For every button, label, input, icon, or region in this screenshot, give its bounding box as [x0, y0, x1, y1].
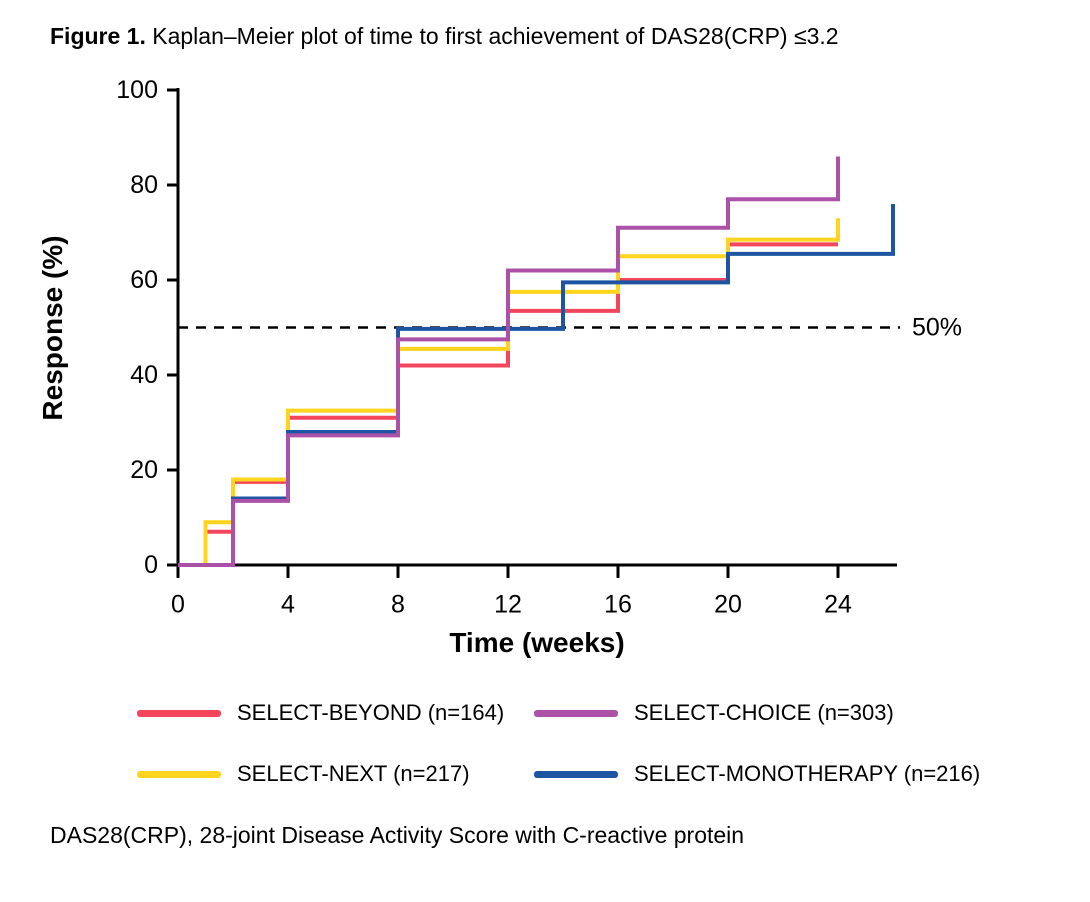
y-tick-label: 20 [130, 456, 158, 484]
legend-item-select-beyond: SELECT-BEYOND (n=164) [137, 700, 504, 726]
select-monotherapy-line-swatch [534, 770, 618, 778]
x-axis-title: Time (weeks) [449, 627, 624, 658]
legend-item-select-next: SELECT-NEXT (n=217) [137, 761, 470, 787]
y-axis-title: Response (%) [37, 235, 68, 420]
x-tick-label: 4 [281, 591, 295, 619]
figure-title: Figure 1. Kaplan–Meier plot of time to f… [50, 22, 839, 50]
legend-label: SELECT-MONOTHERAPY (n=216) [634, 761, 981, 786]
select-next-line-swatch [137, 770, 221, 778]
x-tick-label: 24 [824, 591, 852, 619]
figure-caption-text: Kaplan–Meier plot of time to first achie… [145, 23, 839, 49]
legend-item-select-choice: SELECT-CHOICE (n=303) [534, 700, 894, 726]
legend-label: SELECT-CHOICE (n=303) [634, 700, 894, 725]
y-tick-label: 100 [116, 76, 158, 104]
legend-label: SELECT-BEYOND (n=164) [237, 700, 505, 725]
x-tick-label: 16 [604, 591, 632, 619]
legend-label: SELECT-NEXT (n=217) [237, 761, 470, 786]
x-tick-label: 8 [391, 591, 405, 619]
select-beyond-line-swatch [137, 709, 221, 717]
select-choice-line-swatch [534, 709, 618, 717]
y-tick-label: 80 [130, 171, 158, 199]
y-tick-label: 0 [144, 551, 158, 579]
figure-number-label: Figure 1. [50, 23, 146, 49]
x-tick-label: 20 [714, 591, 742, 619]
kaplan-meier-chart: 0 20 40 60 80 100 0 4 8 12 16 20 24 Time (weeks) Respo… [37, 76, 962, 658]
x-tick-label: 0 [171, 591, 185, 619]
y-tick-label: 60 [130, 266, 158, 294]
y-tick-label: 40 [130, 361, 158, 389]
km-curve-select-monotherapy [178, 204, 895, 567]
km-curve-select-choice [178, 156, 840, 567]
legend-item-select-monotherapy: SELECT-MONOTHERAPY (n=216) [534, 761, 980, 787]
reference-line-label: 50% [912, 314, 962, 342]
x-tick-label: 12 [494, 591, 522, 619]
footnote: DAS28(CRP), 28-joint Disease Activity Sc… [50, 822, 745, 848]
